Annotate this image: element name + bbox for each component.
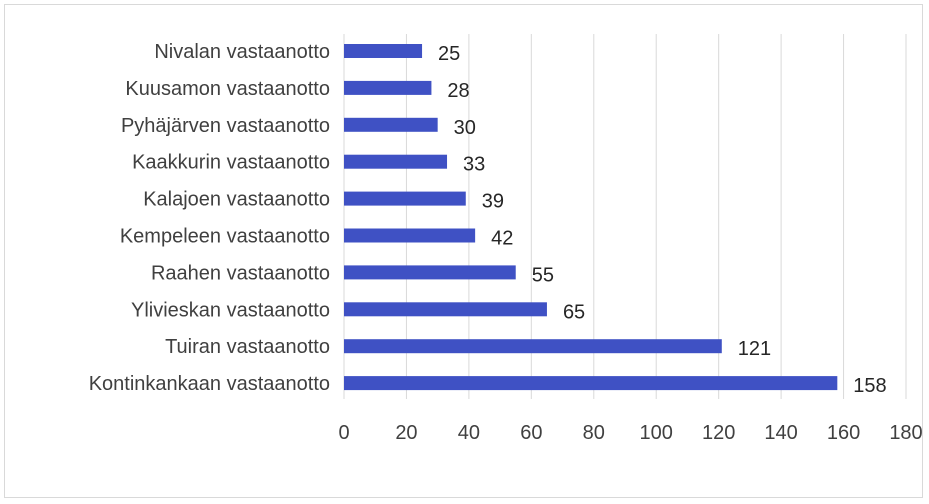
x-tick-label-6: 120 [702, 422, 735, 444]
category-label-0: Nivalan vastaanotto [154, 41, 330, 63]
bar-0 [344, 44, 423, 58]
value-label-3: 33 [463, 154, 485, 176]
category-label-8: Tuiran vastaanotto [165, 336, 330, 358]
value-label-0: 25 [438, 43, 460, 65]
x-tick-label-7: 140 [764, 422, 797, 444]
category-label-7: Ylivieskan vastaanotto [131, 299, 330, 321]
value-label-4: 39 [482, 191, 504, 213]
value-label-2: 30 [454, 117, 476, 139]
x-tick-label-8: 160 [827, 422, 860, 444]
category-label-3: Kaakkurin vastaanotto [132, 152, 330, 174]
bar-1 [344, 80, 432, 95]
bar-6 [344, 265, 516, 280]
category-label-9: Kontinkankaan vastaanotto [89, 373, 330, 395]
bar-3 [344, 154, 448, 169]
value-label-9: 158 [853, 375, 886, 397]
bar-4 [344, 191, 466, 206]
x-tick-label-2: 40 [458, 422, 480, 444]
value-label-1: 28 [447, 80, 469, 102]
x-tick-label-1: 20 [395, 422, 417, 444]
x-axis-ticks: 0 20 40 60 80 100 120 140 160 180 [338, 422, 922, 444]
x-tick-label-9: 180 [889, 422, 922, 444]
bar-7 [344, 302, 547, 317]
value-label-7: 65 [563, 301, 585, 323]
category-label-1: Kuusamon vastaanotto [125, 78, 330, 100]
category-label-5: Kempeleen vastaanotto [120, 226, 330, 248]
bar-9 [344, 376, 838, 391]
x-tick-label-0: 0 [338, 422, 349, 444]
value-label-6: 55 [532, 264, 554, 286]
x-tick-label-4: 80 [583, 422, 605, 444]
value-label-8: 121 [738, 338, 771, 360]
category-labels: Nivalan vastaanotto Kuusamon vastaanotto P… [89, 41, 330, 395]
category-label-2: Pyhäjärven vastaanotto [121, 115, 330, 137]
category-label-6: Raahen vastaanotto [151, 262, 330, 284]
bar-2 [344, 117, 438, 132]
x-tick-label-5: 100 [640, 422, 673, 444]
category-label-4: Kalajoen vastaanotto [143, 189, 330, 211]
value-labels: 25 28 30 33 39 42 55 65 121 158 [438, 43, 887, 397]
bar-8 [344, 339, 722, 354]
chart-frame [4, 4, 923, 498]
value-label-5: 42 [491, 228, 513, 250]
bars [344, 44, 838, 391]
x-tick-label-3: 60 [520, 422, 542, 444]
bar-5 [344, 228, 476, 243]
